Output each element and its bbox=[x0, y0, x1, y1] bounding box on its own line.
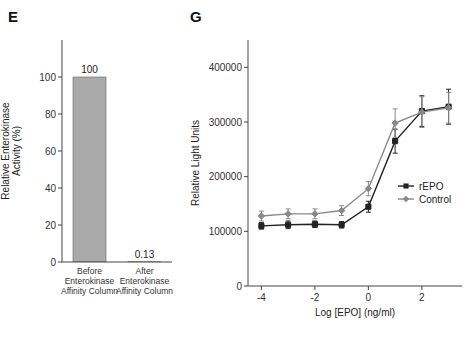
error-bar bbox=[339, 206, 344, 216]
error-bar bbox=[419, 97, 424, 128]
y-tick-label: 300000 bbox=[209, 117, 243, 128]
y-tick bbox=[58, 77, 62, 78]
y-tick-label: 20 bbox=[45, 220, 57, 231]
error-bar bbox=[286, 209, 291, 219]
error-bar bbox=[393, 109, 398, 137]
y-tick-label: 400000 bbox=[209, 62, 243, 73]
x-tick-label: -4 bbox=[257, 292, 266, 303]
x-tick-label: 0 bbox=[366, 292, 372, 303]
error-bar bbox=[366, 182, 371, 196]
x-tick-label: AfterEnterokinaseAffinity Column bbox=[116, 266, 173, 296]
error-bar bbox=[312, 221, 317, 228]
x-tick bbox=[368, 286, 369, 290]
marker bbox=[312, 222, 317, 227]
marker bbox=[419, 109, 425, 115]
y-axis-line bbox=[248, 40, 249, 286]
marker bbox=[366, 204, 371, 209]
y-axis-label: Relative Light Units bbox=[190, 120, 201, 206]
y-tick bbox=[244, 176, 248, 177]
x-axis-line bbox=[248, 286, 462, 287]
error-bar bbox=[446, 92, 451, 123]
bar bbox=[73, 77, 106, 262]
y-tick-label: 100000 bbox=[209, 226, 243, 237]
error-bar bbox=[286, 221, 291, 229]
text-line: Affinity Column bbox=[61, 286, 118, 296]
y-tick bbox=[58, 188, 62, 189]
marker bbox=[285, 211, 291, 217]
y-tick-label: 200000 bbox=[209, 171, 243, 182]
error-bar bbox=[259, 223, 264, 230]
error-bar bbox=[259, 211, 264, 221]
error-bar bbox=[446, 89, 451, 124]
y-tick-label: 60 bbox=[45, 146, 57, 157]
x-tick bbox=[421, 286, 422, 290]
plot-area bbox=[73, 77, 161, 262]
y-axis-label: Relative EnterokinaseActivity (%) bbox=[0, 102, 22, 200]
x-tick-label: -2 bbox=[310, 292, 319, 303]
marker bbox=[365, 185, 371, 191]
series-line bbox=[261, 107, 448, 226]
marker bbox=[259, 223, 264, 228]
text-line: Relative Enterokinase bbox=[0, 102, 11, 200]
legend: rEPO Control bbox=[398, 181, 451, 205]
data-label: 100 bbox=[81, 64, 98, 75]
y-tick-label: 0 bbox=[50, 257, 56, 268]
error-bar bbox=[366, 201, 371, 212]
y-tick bbox=[244, 122, 248, 123]
marker bbox=[338, 207, 344, 213]
x-tick bbox=[261, 286, 262, 290]
plot-area bbox=[258, 89, 452, 229]
marker bbox=[286, 222, 291, 227]
marker bbox=[312, 211, 318, 217]
y-tick bbox=[58, 151, 62, 152]
y-tick bbox=[58, 225, 62, 226]
error-bar bbox=[339, 221, 344, 228]
figure: E100BeforeEnterokinaseAffinity Column0.1… bbox=[0, 0, 474, 341]
marker bbox=[445, 105, 451, 111]
panel-title: E bbox=[8, 8, 18, 25]
y-tick-label: 40 bbox=[45, 183, 57, 194]
x-tick-label: 2 bbox=[419, 292, 425, 303]
text-line: Before bbox=[77, 266, 102, 276]
legend-label: Control bbox=[419, 194, 451, 205]
marker bbox=[339, 222, 344, 227]
line-chart: G -4 -2 0 2 Log [EPO] (ng/ml) 0 100000 200000 300… bbox=[190, 8, 462, 318]
data-label: 0.13 bbox=[135, 249, 155, 260]
legend-marker bbox=[403, 196, 409, 202]
x-tick bbox=[314, 286, 315, 290]
y-tick bbox=[244, 67, 248, 68]
panel-title: G bbox=[190, 8, 202, 25]
legend-marker bbox=[403, 183, 408, 188]
y-tick-label: 100 bbox=[39, 72, 56, 83]
marker bbox=[258, 213, 264, 219]
error-bar bbox=[312, 209, 317, 219]
background bbox=[0, 0, 474, 341]
x-axis-label: Log [EPO] (ng/ml) bbox=[315, 307, 395, 318]
x-axis-line bbox=[62, 262, 172, 263]
text-line: Relative Light Units bbox=[190, 120, 201, 206]
y-tick-label: 80 bbox=[45, 109, 57, 120]
marker bbox=[392, 120, 398, 126]
y-tick bbox=[58, 262, 62, 263]
marker bbox=[393, 139, 398, 144]
bar-chart: E100BeforeEnterokinaseAffinity Column0.1… bbox=[0, 8, 173, 296]
y-tick bbox=[58, 114, 62, 115]
text-line: Enterokinase bbox=[65, 276, 115, 286]
x-tick-label: BeforeEnterokinaseAffinity Column bbox=[61, 266, 118, 296]
y-tick bbox=[244, 231, 248, 232]
text-line: Affinity Column bbox=[116, 286, 173, 296]
text-line: Enterokinase bbox=[120, 276, 170, 286]
text-line: Activity (%) bbox=[11, 126, 22, 176]
y-tick-label: 0 bbox=[236, 281, 242, 292]
legend-label: rEPO bbox=[419, 181, 444, 192]
text-line: After bbox=[136, 266, 154, 276]
y-tick bbox=[244, 286, 248, 287]
